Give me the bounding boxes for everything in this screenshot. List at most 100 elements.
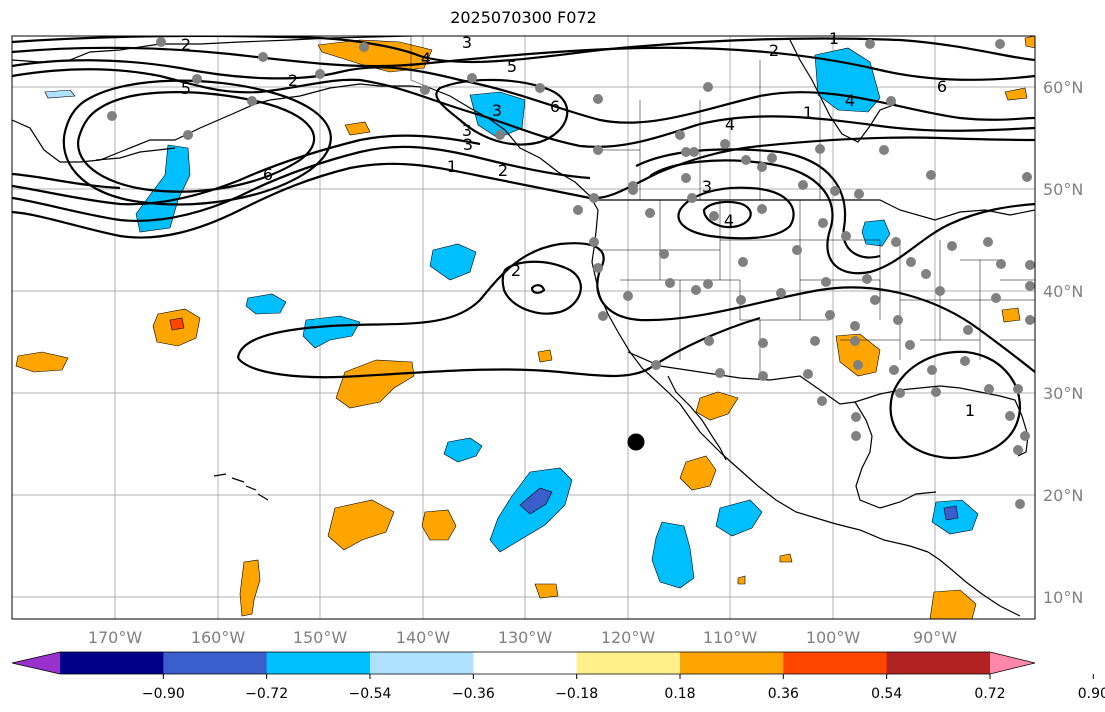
positive-anomaly-area — [317, 39, 433, 73]
lat-label-10n: 10°N — [1043, 588, 1083, 607]
contour-labels: 2 3 4 5 6 1 2 3 4 5 6 6 1 2 3 2 3 4 4 1 … — [181, 29, 975, 420]
lon-label-110w: 110°W — [703, 628, 758, 647]
positive-anomaly-area — [169, 317, 185, 331]
colorbar-outline — [11, 651, 1036, 675]
colorbar-segment — [990, 652, 1035, 674]
positive-anomaly-area — [737, 575, 746, 585]
lon-label-160w: 160°W — [191, 628, 246, 647]
contour-label: 1 — [803, 103, 813, 122]
positive-anomaly-area — [239, 559, 261, 617]
contour-label: 5 — [181, 79, 191, 98]
contour-label: 4 — [724, 211, 734, 230]
contour-line — [12, 136, 1035, 239]
colorbar-tick-label: −0.54 — [349, 686, 392, 702]
colorbar-segment — [680, 652, 784, 674]
negative-anomaly-area — [943, 505, 959, 521]
contour-label: 2 — [498, 161, 508, 180]
contour-label: 2 — [511, 261, 521, 280]
positive-anomaly-area — [1004, 87, 1028, 101]
contour-line — [889, 350, 1022, 460]
contour-label: 1 — [447, 157, 457, 176]
canada-coastline — [429, 87, 599, 211]
lat-label-50n: 50°N — [1043, 180, 1083, 199]
negative-anomaly-area — [519, 487, 553, 515]
lat-label-40n: 40°N — [1043, 282, 1083, 301]
colorbar-segment — [886, 652, 991, 674]
contour-line — [12, 46, 1035, 81]
contour-line — [12, 172, 121, 190]
contour-line — [435, 78, 569, 146]
map-title: 2025070300 F072 — [450, 8, 597, 27]
contour-label: 1 — [829, 29, 839, 48]
aleutian-islands — [95, 147, 176, 161]
contour-label: 3 — [463, 135, 473, 154]
shaded-anomaly-areas — [15, 36, 1035, 619]
colorbar-tick-label: −0.72 — [245, 686, 288, 702]
colorbar-segment — [163, 652, 268, 674]
negative-anomaly-area — [651, 521, 695, 589]
colorbar-segment — [576, 652, 681, 674]
negative-anomaly-area — [245, 293, 287, 315]
gulf-coastline — [854, 401, 937, 509]
lon-label-170w: 170°W — [88, 628, 143, 647]
contour-line — [677, 186, 795, 240]
colorbar-tick-label: 0.90 — [1078, 686, 1105, 702]
negative-anomaly-area — [135, 144, 191, 233]
coastlines — [12, 36, 1035, 617]
lon-label-120w: 120°W — [601, 628, 656, 647]
baja-coastline — [654, 379, 723, 455]
contour-label: 6 — [937, 77, 947, 96]
negative-anomaly-area — [443, 437, 483, 463]
contour-line — [237, 316, 761, 379]
station-markers — [107, 37, 1035, 509]
contour-label: 3 — [462, 121, 472, 140]
us-mexico-border — [627, 351, 856, 405]
positive-anomaly-area — [421, 509, 457, 541]
alaska-coastline — [12, 83, 431, 163]
positive-anomaly-area — [695, 391, 739, 421]
contour-label: 3 — [702, 177, 712, 196]
hawaii-islands — [213, 473, 269, 501]
positive-anomaly-area — [679, 455, 717, 491]
lon-label-140w: 140°W — [396, 628, 451, 647]
mexico-coastline — [721, 453, 929, 553]
colorbar-tick-label: 0.18 — [664, 686, 695, 702]
contour-line — [501, 260, 582, 315]
contour-line — [12, 36, 1035, 64]
positive-anomaly-area — [1024, 36, 1035, 49]
lat-label-20n: 20°N — [1043, 486, 1083, 505]
lon-label-150w: 150°W — [293, 628, 348, 647]
positive-anomaly-area — [344, 121, 371, 136]
positive-anomaly-area — [779, 553, 793, 563]
colorbar-segment — [473, 652, 578, 674]
colorbar-tick-label: −0.18 — [555, 686, 598, 702]
colorbar-segment — [60, 652, 164, 674]
colorbar-tick-label: 0.36 — [768, 686, 799, 702]
contour-label: 1 — [965, 401, 975, 420]
contour-label: 4 — [725, 115, 735, 134]
positive-anomaly-area — [835, 333, 881, 377]
colorbar-segment — [12, 652, 60, 674]
positive-anomaly-area — [929, 589, 977, 619]
colorbar-segment — [266, 652, 371, 674]
contour-line — [12, 68, 1035, 148]
contour-label: 6 — [263, 165, 273, 184]
canada-us-border — [598, 199, 1035, 221]
colorbar: −0.90 −0.72 −0.54 −0.36 −0.18 0.18 0.36 0.54 0.7… — [11, 651, 1105, 702]
negative-anomaly-area — [44, 89, 76, 99]
contour-label: 2 — [769, 41, 779, 60]
positive-anomaly-area — [15, 351, 69, 373]
contour-label: 3 — [492, 101, 502, 120]
contour-line — [530, 284, 546, 294]
contour-line — [236, 242, 1035, 373]
map-frame — [11, 35, 1036, 620]
baja-peninsula — [667, 375, 727, 461]
highlight-marker — [627, 433, 645, 451]
contour-line — [12, 145, 591, 222]
lon-label-100w: 100°W — [806, 628, 861, 647]
contour-line — [62, 79, 332, 206]
contour-line — [12, 134, 481, 206]
negative-anomaly-area — [429, 243, 477, 281]
positive-anomaly-area — [1001, 307, 1021, 323]
